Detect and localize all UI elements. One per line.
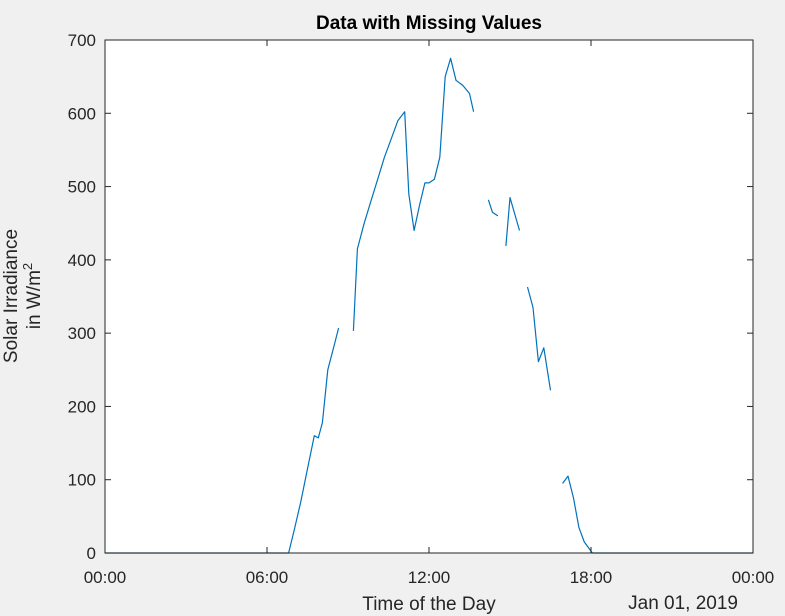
x-axis: 00:00 06:00 12:00 18:00 00:00 [84, 40, 775, 587]
series-line-segment [505, 197, 521, 246]
x-tick-label: 18:00 [570, 568, 613, 587]
x-tick-label: 00:00 [84, 568, 127, 587]
series-line-segment [352, 57, 475, 331]
x-axis-label: Time of the Day [362, 594, 496, 615]
series-line-segment [105, 327, 340, 554]
y-axis-label-superscript: 2 [20, 263, 35, 270]
y-axis-label-line2: in W/m2 [20, 263, 45, 329]
y-axis-label-line1: Solar Irradiance [1, 229, 22, 363]
y-tick-label: 300 [68, 324, 96, 343]
y-tick-label: 600 [68, 104, 96, 123]
x-tick-label: 00:00 [732, 568, 775, 587]
y-axis-label-unit: in W/m [24, 270, 45, 329]
x-tick-label: 12:00 [408, 568, 451, 587]
y-axis-label: Solar Irradiance in W/m2 [1, 229, 45, 363]
y-tick-label: 400 [68, 251, 96, 270]
y-tick-label: 100 [68, 471, 96, 490]
plot-area [105, 40, 753, 553]
series-layer [105, 57, 753, 554]
y-tick-label: 200 [68, 397, 96, 416]
y-tick-label: 700 [68, 31, 96, 50]
y-tick-label: 0 [87, 544, 96, 563]
series-line-segment [526, 286, 552, 391]
y-tick-label: 500 [68, 178, 96, 197]
series-line-segment [487, 199, 499, 217]
chart-title: Data with Missing Values [316, 13, 542, 34]
x-tick-label: 06:00 [246, 568, 289, 587]
date-label: Jan 01, 2019 [628, 593, 738, 614]
y-axis: 0 100 200 300 400 500 600 700 [68, 31, 753, 563]
